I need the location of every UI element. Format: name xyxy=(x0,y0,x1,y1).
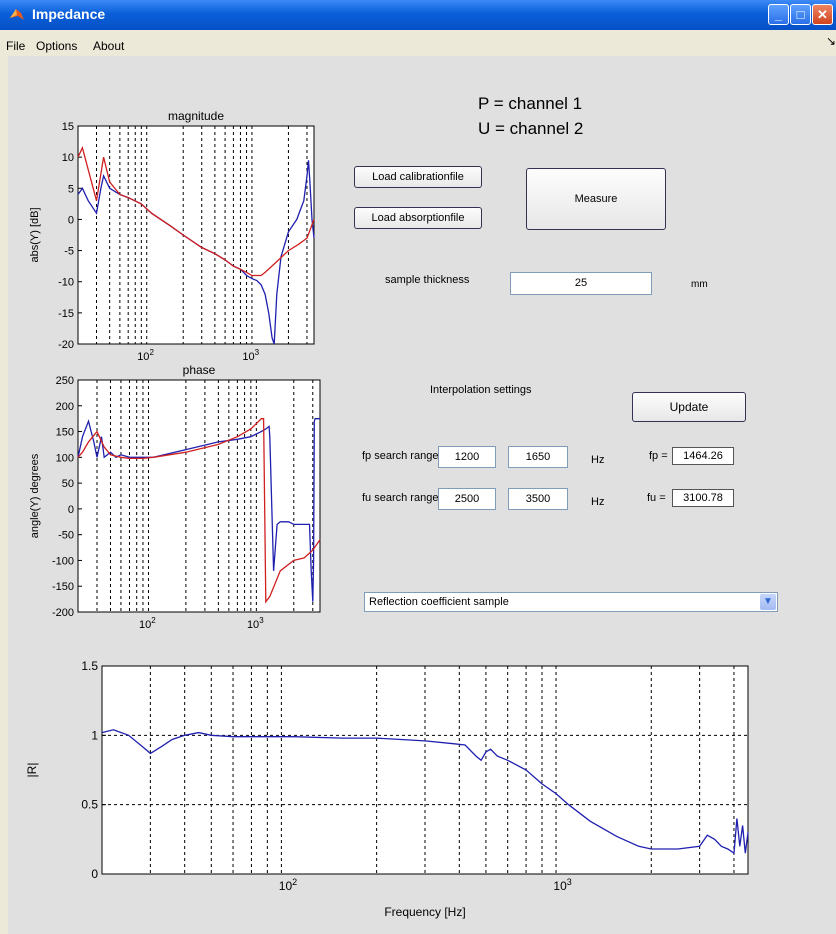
sample-thickness-input[interactable]: 25 xyxy=(510,272,652,295)
maximize-button[interactable]: □ xyxy=(790,4,811,25)
y-tick-label: 0 xyxy=(91,867,98,881)
y-tick-label: 15 xyxy=(62,121,74,133)
y-tick-label: -50 xyxy=(58,530,74,542)
reflection-chart: 1.5 1 0.5 0 102 103 |R| Frequency [Hz] xyxy=(25,659,749,919)
fp-search-range-label: fp search range xyxy=(362,450,439,462)
fu-max-input[interactable]: 3500 xyxy=(508,488,568,510)
chevron-down-icon[interactable]: ▼ xyxy=(760,594,776,610)
fp-min-input[interactable]: 1200 xyxy=(438,446,496,468)
x-tick-label: 102 xyxy=(279,877,297,893)
y-tick-label: -100 xyxy=(52,555,74,567)
x-tick-label: 103 xyxy=(553,877,571,893)
fu-min-input[interactable]: 2500 xyxy=(438,488,496,510)
fu-unit-label: Hz xyxy=(591,496,605,508)
menu-file[interactable]: File xyxy=(6,39,26,53)
matlab-icon xyxy=(10,9,24,20)
fp-max-input[interactable]: 1650 xyxy=(508,446,568,468)
y-tick-label: -150 xyxy=(52,581,74,593)
y-tick-label: 0 xyxy=(68,504,74,516)
window-title: Impedance xyxy=(32,6,106,22)
y-tick-label: -15 xyxy=(58,308,74,320)
channel-u-label: U = channel 2 xyxy=(478,119,584,138)
update-button[interactable]: Update xyxy=(632,392,746,422)
fp-result-label: fp = xyxy=(649,450,668,462)
y-tick-label: 0.5 xyxy=(81,798,98,812)
figure-area: 15 10 5 0 -5 -10 -15 -20 102 103 magnitude abs(Y) [… xyxy=(8,56,836,934)
plot-type-selected: Reflection coefficient sample xyxy=(369,596,509,608)
series-line-1 xyxy=(77,160,315,345)
fp-unit-label: Hz xyxy=(591,454,605,466)
menu-bar: File Options About ↘ xyxy=(0,30,836,56)
menu-about[interactable]: About xyxy=(93,39,125,53)
title-bar: Impedance _ □ ✕ xyxy=(0,0,836,30)
x-axis-label: Frequency [Hz] xyxy=(384,905,465,919)
y-tick-label: 200 xyxy=(56,401,74,413)
y-tick-label: 250 xyxy=(56,375,74,387)
load-calibration-button[interactable]: Load calibrationfile xyxy=(354,166,482,188)
y-tick-label: 150 xyxy=(56,427,74,439)
series-line-1 xyxy=(101,729,749,855)
interpolation-settings-label: Interpolation settings xyxy=(430,384,532,396)
series-line-2 xyxy=(77,145,315,277)
x-tick-label: 103 xyxy=(247,616,264,631)
fp-result-value: 1464.26 xyxy=(672,447,734,465)
menu-options[interactable]: Options xyxy=(36,39,78,53)
y-tick-label: 1 xyxy=(91,728,98,742)
plot-area xyxy=(77,125,315,345)
y-tick-label: 50 xyxy=(62,478,74,490)
y-axis-label: |R| xyxy=(25,763,39,778)
series-line-2 xyxy=(77,418,321,604)
close-button[interactable]: ✕ xyxy=(812,4,833,25)
toolbar-dock-icon[interactable]: ↘ xyxy=(826,34,836,48)
y-tick-label: -5 xyxy=(64,246,74,258)
y-tick-label: 100 xyxy=(56,452,74,464)
chart-title: magnitude xyxy=(168,109,224,123)
measure-button[interactable]: Measure xyxy=(526,168,666,230)
y-tick-label: -20 xyxy=(58,339,74,351)
minimize-icon: _ xyxy=(774,7,783,22)
fu-search-range-label: fu search range xyxy=(362,492,439,504)
chart-title: phase xyxy=(183,363,216,377)
fu-result-label: fu = xyxy=(647,492,666,504)
channel-p-label: P = channel 1 xyxy=(478,94,583,113)
plot-area xyxy=(77,379,321,613)
y-tick-label: 10 xyxy=(62,152,74,164)
sample-thickness-label: sample thickness xyxy=(385,274,470,286)
y-tick-label: -200 xyxy=(52,607,74,619)
sample-thickness-unit: mm xyxy=(691,279,708,290)
y-axis-label: abs(Y) [dB] xyxy=(29,207,41,262)
load-absorption-button[interactable]: Load absorptionfile xyxy=(354,207,482,229)
maximize-icon: □ xyxy=(796,7,805,22)
phase-chart: 250 200 150 100 50 0 -50 -100 -150 -200 102 103 phas… xyxy=(29,363,321,631)
y-axis-label: angle(Y) degrees xyxy=(29,453,41,538)
plot-type-select[interactable]: Reflection coefficient sample ▼ xyxy=(364,592,778,612)
y-tick-label: -10 xyxy=(58,277,74,289)
y-tick-label: 5 xyxy=(68,183,74,195)
y-tick-label: 0 xyxy=(68,214,74,226)
y-tick-label: 1.5 xyxy=(81,659,98,673)
close-icon: ✕ xyxy=(817,7,828,22)
x-tick-label: 102 xyxy=(139,616,156,631)
minimize-button[interactable]: _ xyxy=(768,4,789,25)
fu-result-value: 3100.78 xyxy=(672,489,734,507)
